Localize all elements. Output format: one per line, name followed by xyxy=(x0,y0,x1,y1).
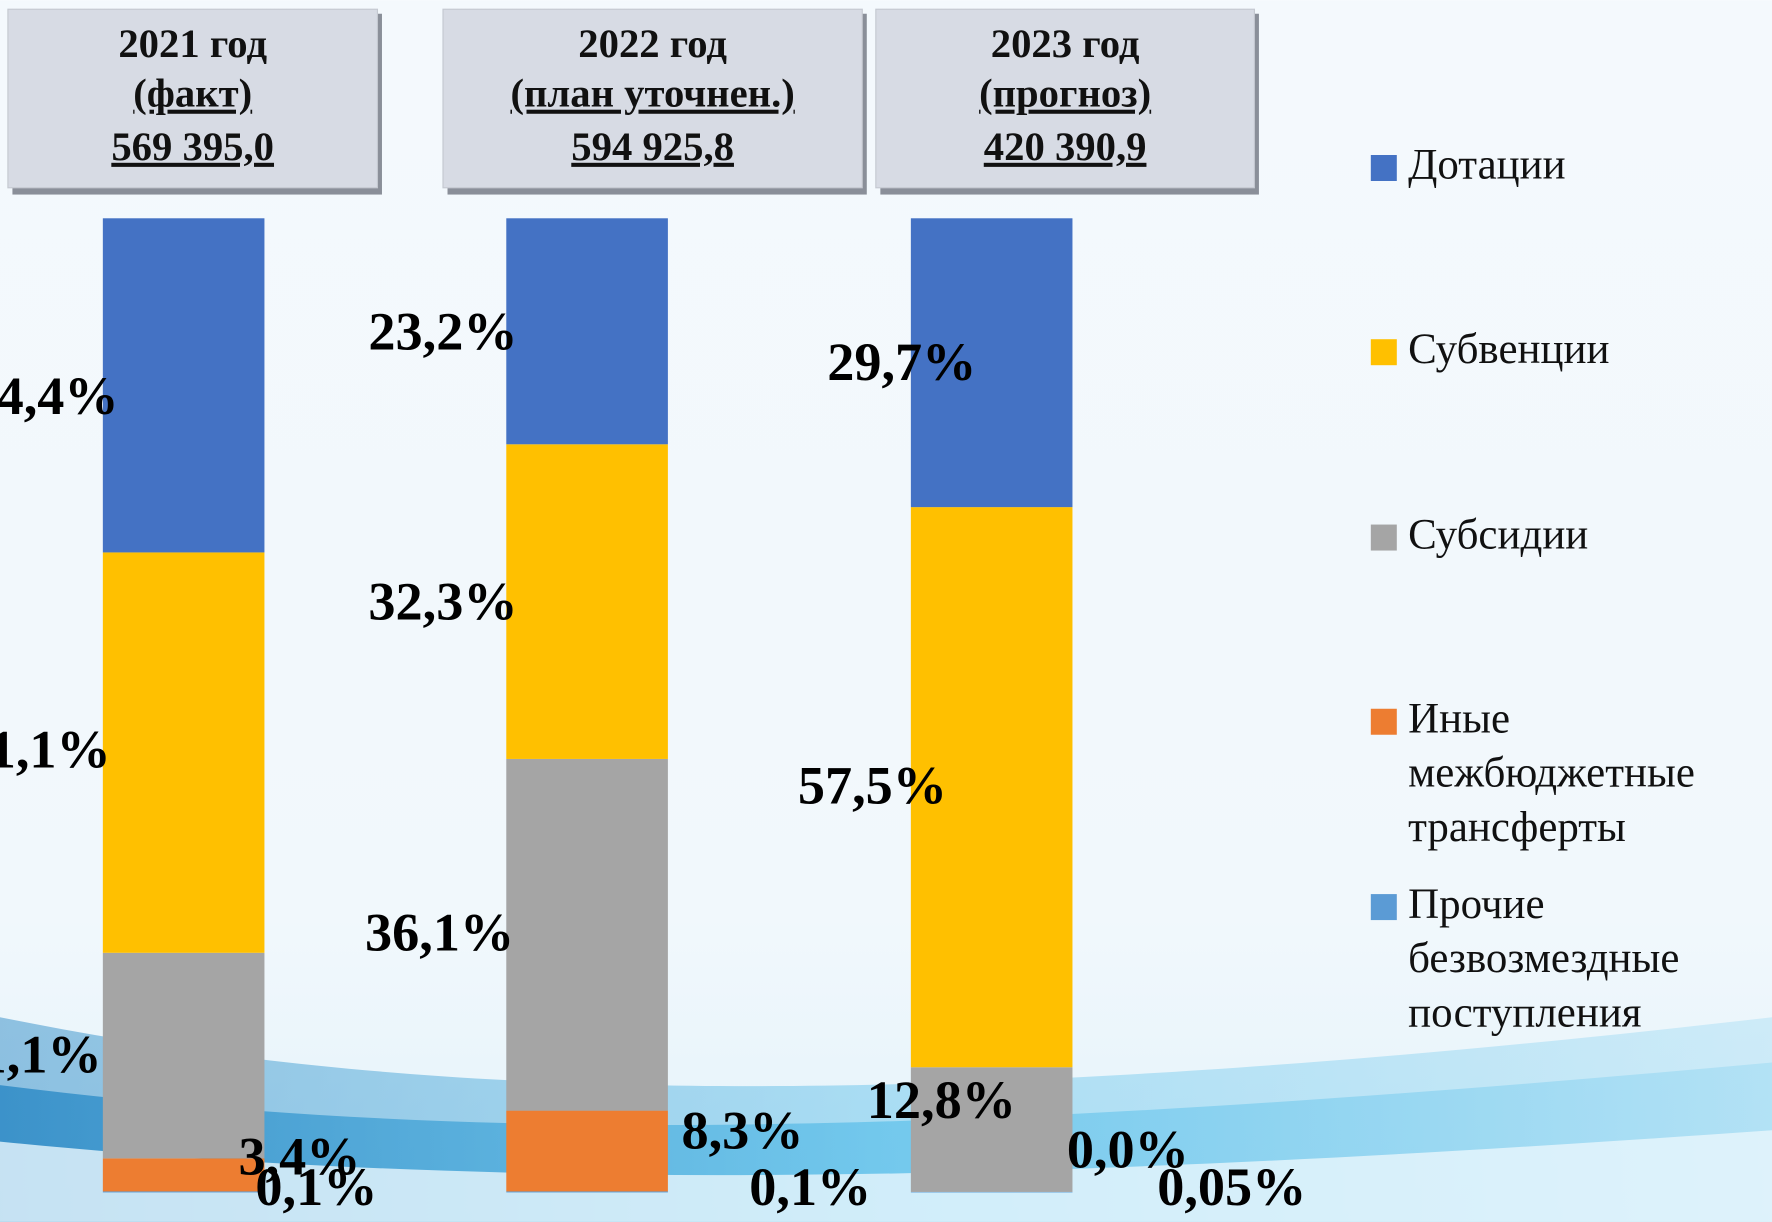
data-label: 3,4% xyxy=(238,1126,360,1186)
bar-segment xyxy=(506,218,668,445)
header-box xyxy=(875,8,1255,189)
labels: 34,4% 23,2% 29,7% 41,1% 32,3% 57,5% 21,1% 36,1%… xyxy=(0,301,1306,1216)
bar-segment xyxy=(102,952,265,1159)
data-label: 32,3% xyxy=(368,571,517,631)
data-label: 41,1% xyxy=(0,720,111,780)
background-wave xyxy=(0,1130,1772,1222)
header-box xyxy=(442,8,863,189)
data-label: 12,8% xyxy=(867,1070,1016,1130)
category-label: 2022 год xyxy=(578,21,727,66)
bar-segment xyxy=(102,1158,265,1192)
header-box xyxy=(7,8,379,189)
data-label: 34,4% xyxy=(0,366,119,426)
bar-segment xyxy=(910,507,1073,1068)
legend-item: Прочие безвозмездные поступления xyxy=(1408,880,1680,1037)
data-label: 0,0% xyxy=(1067,1120,1189,1180)
legend-swatch xyxy=(1370,524,1397,551)
bar-segment xyxy=(102,1191,265,1193)
legend-label: Дотации xyxy=(1408,141,1566,189)
data-label: 21,1% xyxy=(0,1025,102,1085)
bar-segment xyxy=(102,218,265,553)
legend-label: Иные межбюджетные трансферты xyxy=(1408,695,1695,852)
legend-swatch xyxy=(1370,155,1397,181)
data-label: 57,5% xyxy=(798,756,947,816)
data-label: 36,1% xyxy=(365,903,514,963)
legend-swatch xyxy=(1370,708,1397,735)
bar-segment xyxy=(506,1110,668,1192)
legend-label: Субсидии xyxy=(1408,510,1589,559)
bar-segment xyxy=(102,552,265,953)
bar-segment xyxy=(506,758,668,1111)
category-label: 2021 год xyxy=(118,21,267,66)
legend-swatch xyxy=(1370,339,1397,366)
bar-segment xyxy=(910,1067,1073,1192)
legend: Дотации Субвенции Субсидии Иные межбюджетны… xyxy=(1370,141,1695,1037)
legend-label: Прочие безвозмездные поступления xyxy=(1408,880,1680,1037)
category-note: (прогноз) xyxy=(979,71,1151,116)
category-note: (факт) xyxy=(133,71,252,116)
category-label: 2023 год xyxy=(991,21,1140,66)
category-total: 569 395,0 xyxy=(111,124,274,169)
legend-item: Дотации xyxy=(1408,141,1566,189)
legend-item: Субвенции xyxy=(1408,325,1610,374)
data-label: 0,1% xyxy=(749,1157,871,1217)
legend-item: Иные межбюджетные трансферты xyxy=(1408,695,1695,852)
bar-segment xyxy=(506,444,668,759)
category-note: (план уточнен.) xyxy=(510,71,794,116)
bars xyxy=(102,218,1073,1193)
bar-segment xyxy=(910,218,1073,508)
bar-segment xyxy=(506,1191,668,1193)
legend-swatch xyxy=(1370,894,1397,921)
data-label: 23,2% xyxy=(368,301,517,361)
legend-item: Субсидии xyxy=(1408,510,1589,559)
category-total: 594 925,8 xyxy=(571,124,734,169)
data-label: 0,1% xyxy=(255,1157,377,1217)
category-total: 420 390,9 xyxy=(984,124,1147,169)
legend-label: Субвенции xyxy=(1408,325,1610,374)
data-label: 0,05% xyxy=(1157,1157,1306,1217)
data-label: 8,3% xyxy=(681,1100,803,1160)
data-label: 29,7% xyxy=(827,332,976,392)
headers: 2021 год (факт) 569 395,0 2022 год (план уто… xyxy=(7,8,1259,195)
